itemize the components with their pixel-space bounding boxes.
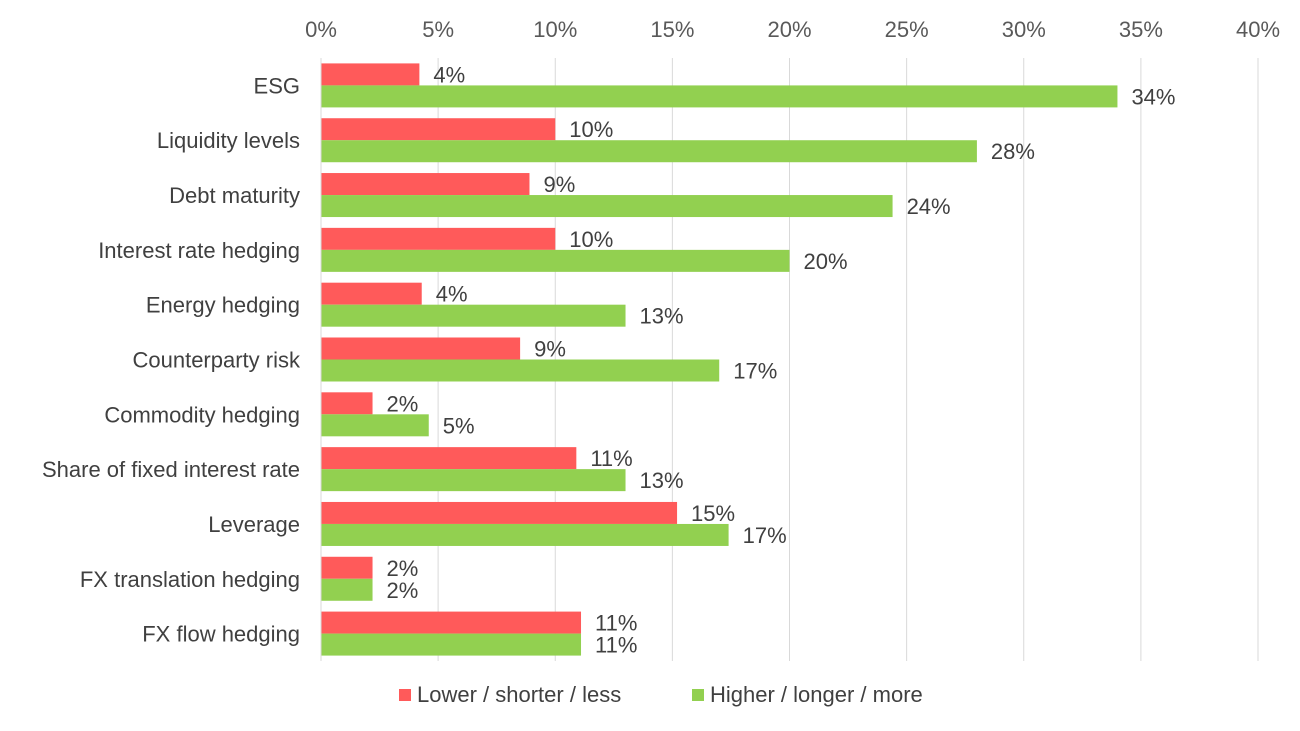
- legend-swatch-higher: [692, 689, 704, 701]
- bar-lower-2: [321, 173, 530, 196]
- x-tick-label-2: 10%: [533, 17, 577, 42]
- bar-higher-1: [321, 140, 977, 163]
- bar-lower-10: [321, 611, 582, 634]
- category-label-3: Interest rate hedging: [98, 238, 300, 263]
- bar-lower-1: [321, 118, 556, 141]
- bar-lower-4: [321, 282, 422, 305]
- bar-higher-8: [321, 523, 729, 546]
- bar-higher-0: [321, 85, 1118, 108]
- bar-higher-2: [321, 195, 893, 218]
- data-label-higher-4: 13%: [640, 304, 684, 329]
- category-label-9: FX translation hedging: [80, 567, 300, 592]
- data-label-lower-2: 9%: [543, 172, 575, 197]
- category-label-0: ESG: [254, 73, 300, 98]
- data-label-lower-4: 4%: [436, 282, 468, 307]
- legend: Lower / shorter / less Higher / longer /…: [399, 682, 923, 707]
- category-labels: ESG Liquidity levels Debt maturity Interest…: [42, 73, 301, 646]
- data-label-higher-0: 34%: [1131, 84, 1175, 109]
- data-label-lower-3: 10%: [569, 227, 613, 252]
- x-tick-label-5: 25%: [885, 17, 929, 42]
- bar-lower-0: [321, 63, 420, 86]
- category-label-2: Debt maturity: [169, 183, 300, 208]
- data-labels: 4%34%10%28%9%24%10%20%4%13%9%17%2%5%11%1…: [387, 62, 1176, 657]
- bar-higher-10: [321, 633, 582, 656]
- data-label-higher-9: 2%: [387, 578, 419, 603]
- bar-lower-8: [321, 501, 678, 524]
- bar-higher-4: [321, 304, 626, 327]
- data-label-lower-9: 2%: [387, 556, 419, 581]
- data-label-higher-7: 13%: [640, 468, 684, 493]
- data-label-lower-0: 4%: [433, 62, 465, 87]
- legend-label-lower: Lower / shorter / less: [417, 682, 621, 707]
- category-label-6: Commodity hedging: [104, 402, 300, 427]
- x-tick-label-6: 30%: [1002, 17, 1046, 42]
- data-label-higher-2: 24%: [907, 194, 951, 219]
- data-label-higher-10: 11%: [595, 633, 637, 658]
- category-label-10: FX flow hedging: [142, 622, 300, 647]
- category-label-5: Counterparty risk: [132, 348, 301, 373]
- data-label-lower-1: 10%: [569, 117, 613, 142]
- category-label-4: Energy hedging: [146, 293, 300, 318]
- legend-label-higher: Higher / longer / more: [710, 682, 923, 707]
- bar-lower-6: [321, 392, 373, 415]
- category-label-7: Share of fixed interest rate: [42, 457, 300, 482]
- data-label-lower-10: 11%: [595, 611, 637, 636]
- data-label-higher-8: 17%: [743, 523, 787, 548]
- bar-higher-3: [321, 249, 790, 272]
- x-tick-label-3: 15%: [650, 17, 694, 42]
- x-axis-tick-labels: 0% 5% 10% 15% 20% 25% 30% 35% 40%: [305, 17, 1280, 42]
- bar-higher-7: [321, 469, 626, 492]
- x-tick-label-1: 5%: [422, 17, 454, 42]
- x-tick-label-8: 40%: [1236, 17, 1280, 42]
- legend-swatch-lower: [399, 689, 411, 701]
- data-label-higher-1: 28%: [991, 139, 1035, 164]
- bar-higher-6: [321, 414, 429, 437]
- bar-higher-5: [321, 359, 720, 382]
- category-label-8: Leverage: [208, 512, 300, 537]
- bar-lower-3: [321, 227, 556, 250]
- bar-lower-7: [321, 447, 577, 470]
- x-tick-label-7: 35%: [1119, 17, 1163, 42]
- bars: [321, 63, 1118, 656]
- bar-lower-5: [321, 337, 521, 360]
- bar-lower-9: [321, 556, 373, 579]
- data-label-higher-5: 17%: [733, 359, 777, 384]
- x-tick-label-0: 0%: [305, 17, 337, 42]
- data-label-lower-5: 9%: [534, 337, 566, 362]
- data-label-higher-3: 20%: [804, 249, 848, 274]
- data-label-lower-8: 15%: [691, 501, 735, 526]
- bar-higher-9: [321, 578, 373, 601]
- data-label-lower-6: 2%: [387, 391, 419, 416]
- data-label-higher-6: 5%: [443, 413, 475, 438]
- data-label-lower-7: 11%: [590, 446, 632, 471]
- category-label-1: Liquidity levels: [157, 128, 300, 153]
- x-tick-label-4: 20%: [767, 17, 811, 42]
